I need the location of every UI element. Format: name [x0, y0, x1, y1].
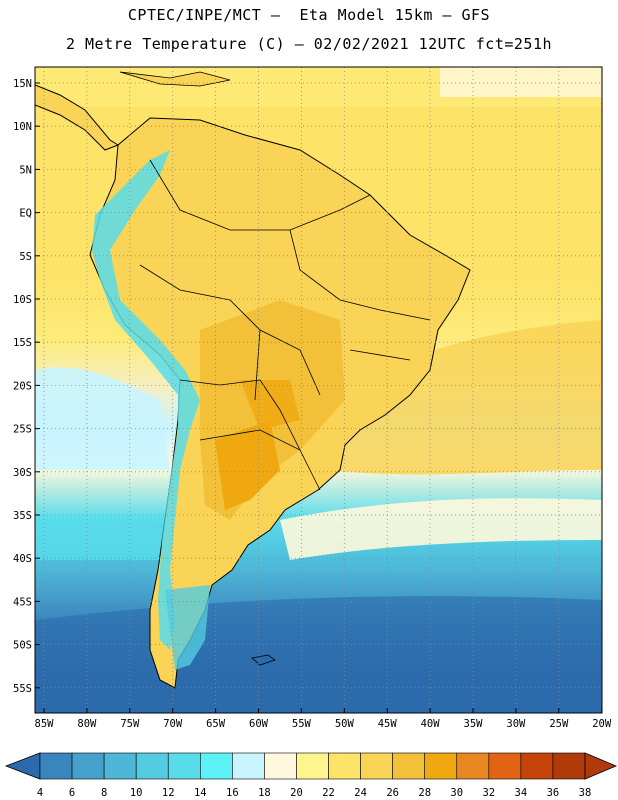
lon-label: 75W	[120, 718, 140, 730]
colorbar-tick-label: 14	[194, 787, 207, 799]
country-borders	[139, 159, 431, 491]
lat-label: 35S	[13, 510, 32, 522]
colorbar-tick-label: 12	[162, 787, 175, 799]
colorbar-tick-label: 26	[386, 787, 399, 799]
colorbar-swatch	[520, 752, 554, 780]
colorbar-arrow-high	[584, 752, 618, 780]
colorbar-swatch	[264, 752, 297, 780]
colorbar-tick-label: 38	[579, 787, 592, 799]
lat-label: 10N	[13, 121, 32, 133]
longitude-labels: 85W 80W 75W 70W 65W 60W 55W 50W 45W 40W 35W 30W 25W 2…	[35, 708, 612, 730]
lat-label: 45S	[13, 596, 32, 608]
colorbar-swatch	[392, 752, 426, 780]
lat-label: 40S	[13, 553, 32, 565]
colorbar-tick-label: 36	[547, 787, 560, 799]
lat-label: 20S	[13, 380, 32, 392]
colorbar-tick-label: 22	[322, 787, 335, 799]
colorbar-swatch	[552, 752, 586, 780]
colorbar-swatch	[39, 752, 73, 780]
graticule	[35, 67, 602, 713]
colorbar-swatch	[296, 752, 329, 780]
colorbar-swatch	[328, 752, 361, 780]
lat-label: 15N	[13, 78, 32, 90]
lat-label: 55S	[13, 683, 32, 695]
colorbar-swatch	[135, 752, 169, 780]
map-frame	[34, 66, 603, 714]
colorbar-tick-label: 20	[290, 787, 303, 799]
lat-label: 30S	[13, 467, 32, 479]
lat-label: 10S	[13, 294, 32, 306]
chart-title: CPTEC/INPE/MCT – Eta Model 15km – GFS	[127, 6, 491, 24]
colorbar-tick-label: 8	[101, 787, 107, 799]
lon-label: 20W	[592, 718, 612, 730]
lon-label: 40W	[421, 718, 441, 730]
colorbar-tick-label: 18	[258, 787, 271, 799]
lon-label: 50W	[335, 718, 355, 730]
colorbar-swatch	[199, 752, 233, 780]
lat-label: 5N	[19, 164, 32, 176]
colorbar-swatch	[488, 752, 522, 780]
lon-label: 35W	[464, 718, 484, 730]
lon-label: 65W	[206, 718, 226, 730]
map-field	[35, 67, 602, 713]
lat-label: 5S	[19, 251, 32, 263]
colorbar-tick-label: 30	[450, 787, 463, 799]
colorbar-arrow-low	[4, 752, 41, 780]
lat-label: EQ	[19, 208, 32, 220]
lon-label: 55W	[292, 718, 312, 730]
colorbar-tick-label: 6	[69, 787, 75, 799]
colorbar-swatch	[456, 752, 490, 780]
colorbar-tick-label: 32	[482, 787, 495, 799]
colorbar-tick-label: 34	[515, 787, 528, 799]
lon-label: 60W	[249, 718, 269, 730]
colorbar-tick-label: 28	[418, 787, 431, 799]
lat-label: 15S	[13, 337, 32, 349]
colorbar-swatch	[360, 752, 393, 780]
lon-label: 80W	[77, 718, 97, 730]
chart-subtitle: 2 Metre Temperature (C) – 02/02/2021 12U…	[65, 35, 553, 53]
colorbar	[4, 752, 618, 780]
colorbar-tick-label: 4	[37, 787, 43, 799]
colorbar-swatch	[71, 752, 105, 780]
colorbar-tick-label: 24	[354, 787, 367, 799]
colorbar-swatch	[167, 752, 201, 780]
colorbar-labels: 4 6 8 10 12 14 16 18 20 22 24 26 28 30 32 34 36 38	[37, 787, 591, 799]
lon-label: 30W	[506, 718, 526, 730]
lat-label: 25S	[13, 424, 32, 436]
colorbar-tick-label: 10	[130, 787, 143, 799]
lon-label: 45W	[378, 718, 398, 730]
lon-label: 25W	[549, 718, 569, 730]
lon-label: 85W	[35, 718, 55, 730]
latitude-labels: 15N 10N 5N EQ 5S 10S 15S 20S 25S 30S 35S 40S 45S 50S 5…	[13, 78, 40, 695]
lon-label: 70W	[163, 718, 183, 730]
colorbar-swatch	[103, 752, 137, 780]
colorbar-tick-label: 16	[226, 787, 239, 799]
colorbar-swatch	[424, 752, 458, 780]
lat-label: 50S	[13, 640, 32, 652]
colorbar-swatch	[232, 752, 265, 780]
